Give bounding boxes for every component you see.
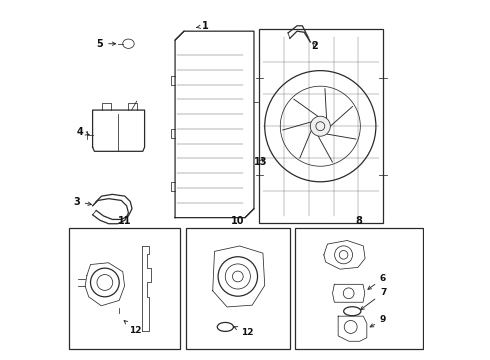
Text: 11: 11 [118,216,132,226]
Text: 12: 12 [124,320,142,335]
Bar [186,228,290,348]
Text: 3: 3 [73,197,91,207]
Text: 2: 2 [312,41,318,50]
Text: 7: 7 [361,288,386,310]
Text: 5: 5 [97,39,116,49]
Text: 10: 10 [231,216,245,226]
Bar [259,30,383,223]
Text: 8: 8 [355,216,362,226]
Text: 6: 6 [368,274,386,289]
Text: 1: 1 [196,21,209,31]
Circle shape [310,116,330,136]
Text: 13: 13 [254,157,268,167]
Text: 9: 9 [370,315,386,327]
Bar [69,228,180,348]
Text: 4: 4 [76,127,89,136]
Text: 12: 12 [234,327,253,337]
Bar [295,228,422,348]
